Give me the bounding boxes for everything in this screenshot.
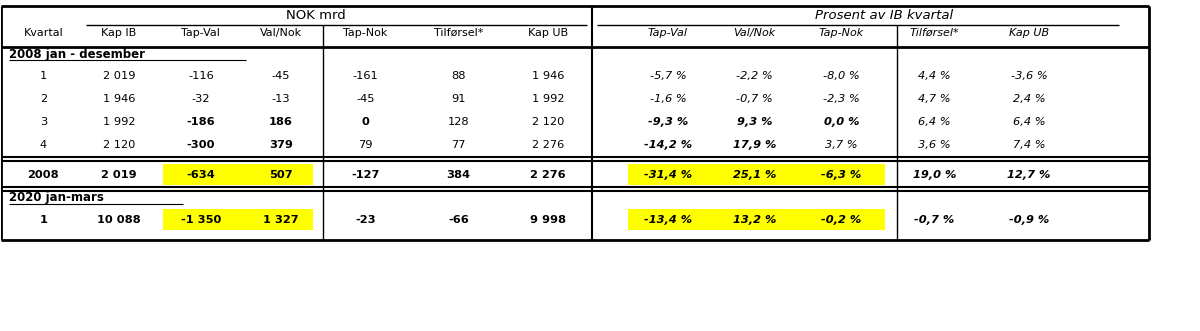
Text: 4,7 %: 4,7 %: [918, 94, 950, 104]
Text: 2020 jan-mars: 2020 jan-mars: [10, 191, 104, 204]
Text: Tap-Nok: Tap-Nok: [343, 27, 388, 38]
Text: -127: -127: [352, 170, 379, 180]
Text: 1: 1: [40, 215, 47, 225]
Text: 2 019: 2 019: [101, 170, 137, 180]
Text: Prosent av IB kvartal: Prosent av IB kvartal: [815, 9, 954, 22]
Text: 2 120: 2 120: [532, 117, 564, 127]
Text: 4,4 %: 4,4 %: [918, 71, 950, 81]
Text: Val/Nok: Val/Nok: [733, 27, 775, 38]
Text: Kvartal: Kvartal: [24, 27, 64, 38]
Bar: [163, 209, 313, 230]
Text: -186: -186: [187, 117, 215, 127]
Text: -13,4 %: -13,4 %: [643, 215, 692, 225]
Text: -2,2 %: -2,2 %: [737, 71, 773, 81]
Text: 2: 2: [40, 94, 47, 104]
Text: 79: 79: [359, 140, 373, 150]
Text: 6,4 %: 6,4 %: [918, 117, 950, 127]
Text: -8,0 %: -8,0 %: [823, 71, 859, 81]
Text: 2 276: 2 276: [530, 170, 566, 180]
Text: 3,7 %: 3,7 %: [826, 140, 858, 150]
Text: 379: 379: [269, 140, 293, 150]
Text: 91: 91: [451, 94, 466, 104]
Text: -66: -66: [448, 215, 469, 225]
Text: -634: -634: [186, 170, 215, 180]
Text: -116: -116: [188, 71, 214, 81]
Text: 1: 1: [40, 71, 47, 81]
Text: 19,0 %: 19,0 %: [912, 170, 956, 180]
Text: Kap IB: Kap IB: [102, 27, 137, 38]
Text: Kap UB: Kap UB: [528, 27, 568, 38]
Text: -1 350: -1 350: [181, 215, 221, 225]
Text: Tilførsel*: Tilførsel*: [433, 27, 484, 38]
Text: 0: 0: [361, 117, 370, 127]
Text: 77: 77: [451, 140, 466, 150]
Text: -3,6 %: -3,6 %: [1010, 71, 1048, 81]
Text: -0,9 %: -0,9 %: [1009, 215, 1049, 225]
Text: -300: -300: [187, 140, 215, 150]
Text: -23: -23: [355, 215, 376, 225]
Text: 3,6 %: 3,6 %: [918, 140, 950, 150]
Text: Tilførsel*: Tilførsel*: [910, 27, 959, 38]
Text: 384: 384: [446, 170, 470, 180]
Text: -0,2 %: -0,2 %: [821, 215, 862, 225]
Bar: [163, 164, 313, 185]
Text: 2008 jan - desember: 2008 jan - desember: [10, 48, 145, 61]
Text: 507: 507: [269, 170, 293, 180]
Text: Tap-Val: Tap-Val: [181, 27, 221, 38]
Text: -2,3 %: -2,3 %: [823, 94, 859, 104]
Text: 13,2 %: 13,2 %: [733, 215, 776, 225]
Text: 12,7 %: 12,7 %: [1007, 170, 1051, 180]
Text: 2 276: 2 276: [532, 140, 564, 150]
Text: 88: 88: [451, 71, 466, 81]
Text: -161: -161: [353, 71, 378, 81]
Text: 0,0 %: 0,0 %: [823, 117, 859, 127]
Text: 1 946: 1 946: [103, 94, 136, 104]
Text: 1 992: 1 992: [103, 117, 136, 127]
Text: 4: 4: [40, 140, 47, 150]
Text: 17,9 %: 17,9 %: [733, 140, 776, 150]
Text: -45: -45: [356, 94, 374, 104]
Text: 1 946: 1 946: [532, 71, 564, 81]
Text: 1 327: 1 327: [263, 215, 299, 225]
Text: -6,3 %: -6,3 %: [821, 170, 862, 180]
Text: 2008: 2008: [28, 170, 59, 180]
Text: -32: -32: [192, 94, 210, 104]
Text: Kap UB: Kap UB: [1009, 27, 1049, 38]
Text: 128: 128: [448, 117, 469, 127]
Text: -31,4 %: -31,4 %: [643, 170, 692, 180]
Text: NOK mrd: NOK mrd: [286, 9, 346, 22]
Text: -1,6 %: -1,6 %: [649, 94, 686, 104]
Bar: [628, 164, 886, 185]
Text: 9,3 %: 9,3 %: [737, 117, 773, 127]
Text: -13: -13: [271, 94, 290, 104]
Text: Tap-Val: Tap-Val: [648, 27, 688, 38]
Text: 10 088: 10 088: [97, 215, 140, 225]
Text: -45: -45: [271, 71, 290, 81]
Text: 7,4 %: 7,4 %: [1013, 140, 1045, 150]
Text: 25,1 %: 25,1 %: [733, 170, 776, 180]
Text: 9 998: 9 998: [530, 215, 566, 225]
Text: 2 120: 2 120: [103, 140, 136, 150]
Text: -9,3 %: -9,3 %: [648, 117, 688, 127]
Text: 186: 186: [269, 117, 293, 127]
Bar: [628, 209, 886, 230]
Text: 2,4 %: 2,4 %: [1013, 94, 1045, 104]
Text: 6,4 %: 6,4 %: [1013, 117, 1045, 127]
Text: -14,2 %: -14,2 %: [643, 140, 692, 150]
Text: -5,7 %: -5,7 %: [649, 71, 686, 81]
Text: Tap-Nok: Tap-Nok: [818, 27, 864, 38]
Text: Val/Nok: Val/Nok: [259, 27, 302, 38]
Text: -0,7 %: -0,7 %: [737, 94, 773, 104]
Text: -0,7 %: -0,7 %: [914, 215, 954, 225]
Text: 3: 3: [40, 117, 47, 127]
Text: 2 019: 2 019: [103, 71, 136, 81]
Text: 1 992: 1 992: [532, 94, 564, 104]
